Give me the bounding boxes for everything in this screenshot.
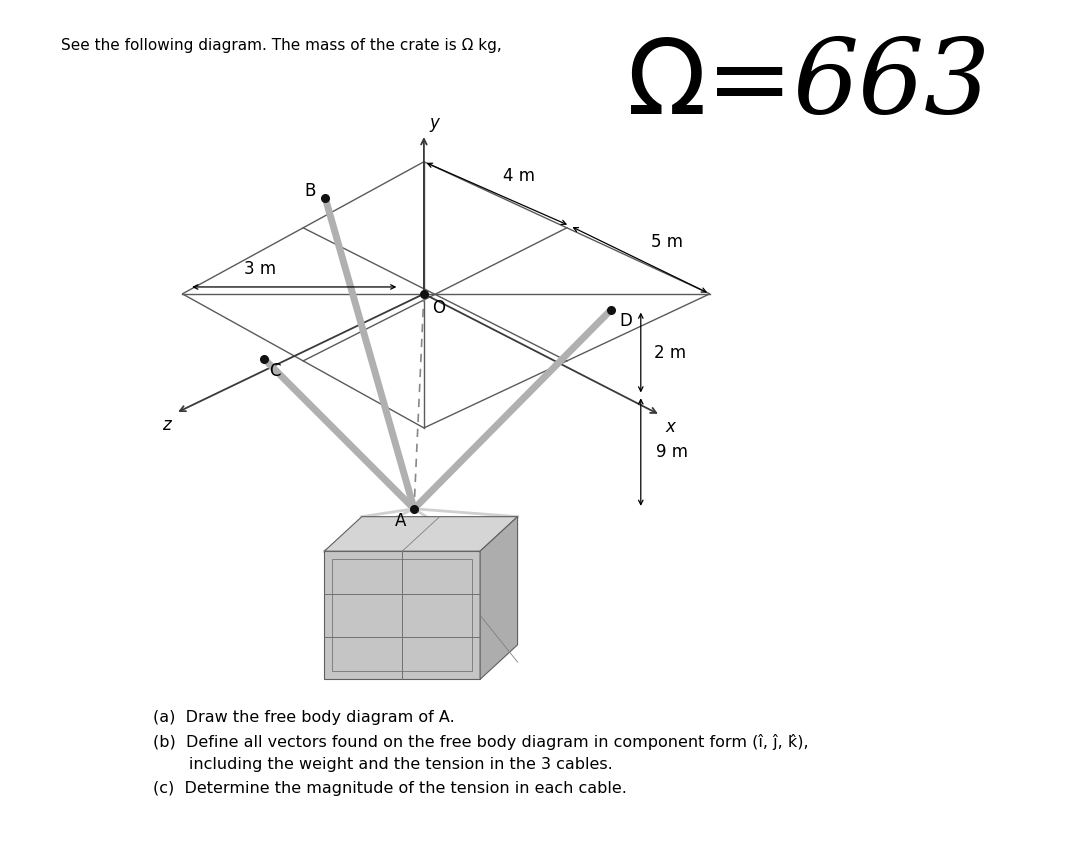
Text: $\mathit{\Omega}$=663: $\mathit{\Omega}$=663 (626, 34, 987, 136)
Text: (c)  Determine the magnitude of the tension in each cable.: (c) Determine the magnitude of the tensi… (152, 781, 626, 796)
Text: including the weight and the tension in the 3 cables.: including the weight and the tension in … (152, 757, 612, 772)
Text: 4 m: 4 m (502, 167, 535, 185)
Text: z: z (162, 416, 171, 435)
Text: 9 m: 9 m (657, 443, 688, 461)
Text: C: C (269, 362, 281, 380)
Text: 5 m: 5 m (651, 233, 684, 251)
Text: y: y (430, 114, 440, 132)
Polygon shape (481, 517, 517, 679)
Polygon shape (324, 517, 517, 551)
Polygon shape (324, 551, 481, 679)
Text: (a)  Draw the free body diagram of A.: (a) Draw the free body diagram of A. (152, 710, 455, 725)
Text: 2 m: 2 m (654, 344, 687, 362)
Text: D: D (619, 312, 632, 329)
Text: 3 m: 3 m (244, 260, 275, 278)
Text: (b)  Define all vectors found on the free body diagram in component form (î, ĵ, : (b) Define all vectors found on the free… (152, 734, 809, 750)
Text: See the following diagram. The mass of the crate is Ω kg,: See the following diagram. The mass of t… (62, 37, 502, 53)
Text: B: B (305, 182, 315, 200)
Text: x: x (665, 418, 675, 436)
Text: A: A (395, 512, 406, 529)
Text: O: O (432, 299, 445, 317)
